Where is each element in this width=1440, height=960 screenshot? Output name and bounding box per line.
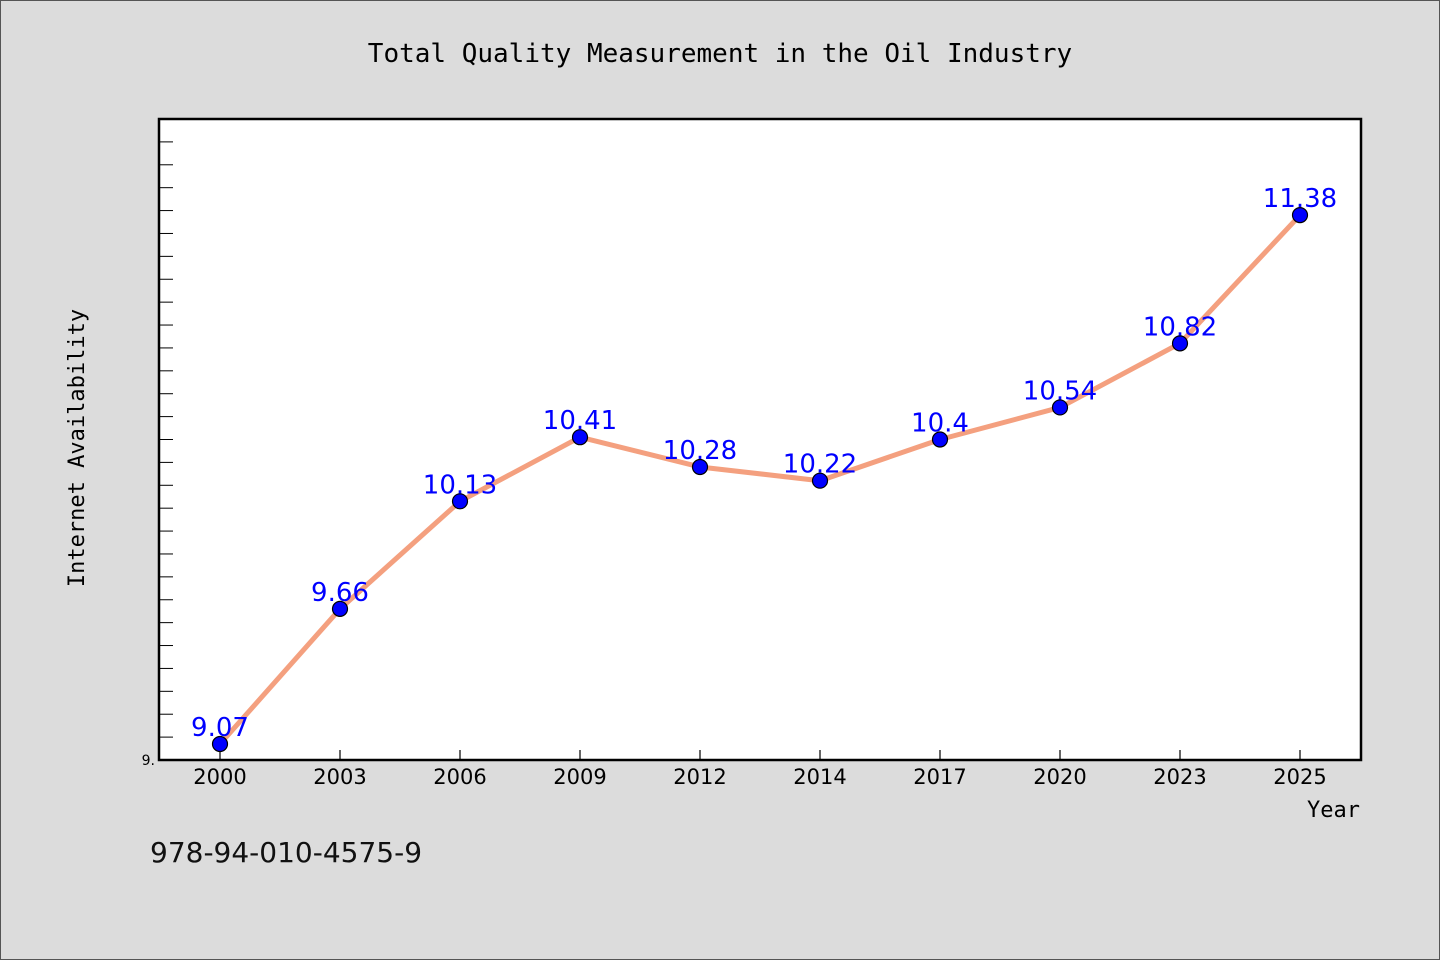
data-point bbox=[931, 431, 949, 448]
data-label: 10.28 bbox=[663, 436, 737, 466]
isbn-code: 978-94-010-4575-9 bbox=[150, 836, 423, 869]
data-point bbox=[1291, 207, 1309, 224]
data-label: 10.54 bbox=[1023, 376, 1097, 406]
x-axis-title: Year bbox=[1307, 798, 1360, 823]
chart-title: Total Quality Measurement in the Oil Ind… bbox=[368, 39, 1072, 69]
y-axis-ticks: 9. bbox=[142, 141, 173, 769]
series-line bbox=[217, 212, 1303, 747]
data-label: 9.66 bbox=[311, 578, 369, 608]
x-axis-ticks: 2000 2003 2006 2009 2012 2014 2017 2020 2023 2025 bbox=[193, 750, 1327, 789]
data-point bbox=[211, 735, 229, 753]
data-label: 10.22 bbox=[783, 450, 857, 480]
x-tick-label: 2023 bbox=[1153, 765, 1206, 789]
data-label: 9.07 bbox=[191, 713, 249, 743]
x-tick-label: 2012 bbox=[673, 765, 726, 789]
data-point bbox=[451, 493, 469, 510]
x-tick-label: 2003 bbox=[313, 765, 366, 789]
x-tick-label: 2000 bbox=[193, 765, 246, 789]
data-point bbox=[331, 600, 349, 618]
data-label: 10.4 bbox=[911, 409, 969, 439]
plot-area bbox=[157, 117, 1363, 762]
data-label: 10.13 bbox=[423, 470, 497, 500]
series-layer: 9.07 9.66 10.13 10.41 10.28 10.22 10.4 10.54 10.… bbox=[191, 184, 1337, 753]
data-point bbox=[1171, 335, 1189, 352]
x-tick-label: 2009 bbox=[553, 765, 606, 789]
data-point bbox=[571, 429, 589, 446]
x-tick-label: 2006 bbox=[433, 765, 486, 789]
x-tick-label: 2025 bbox=[1273, 765, 1326, 789]
data-point bbox=[1051, 399, 1069, 416]
x-tick-label: 2020 bbox=[1033, 765, 1086, 789]
x-tick-label: 2017 bbox=[913, 765, 966, 789]
y-axis-title: Internet Availability bbox=[65, 309, 90, 587]
data-label: 10.41 bbox=[543, 406, 617, 436]
data-point bbox=[691, 458, 709, 476]
data-label: 10.82 bbox=[1143, 312, 1217, 342]
data-label: 11.38 bbox=[1263, 184, 1337, 214]
data-point bbox=[811, 472, 829, 489]
y-tick-label: 9. bbox=[142, 753, 155, 769]
x-tick-label: 2014 bbox=[793, 765, 846, 789]
